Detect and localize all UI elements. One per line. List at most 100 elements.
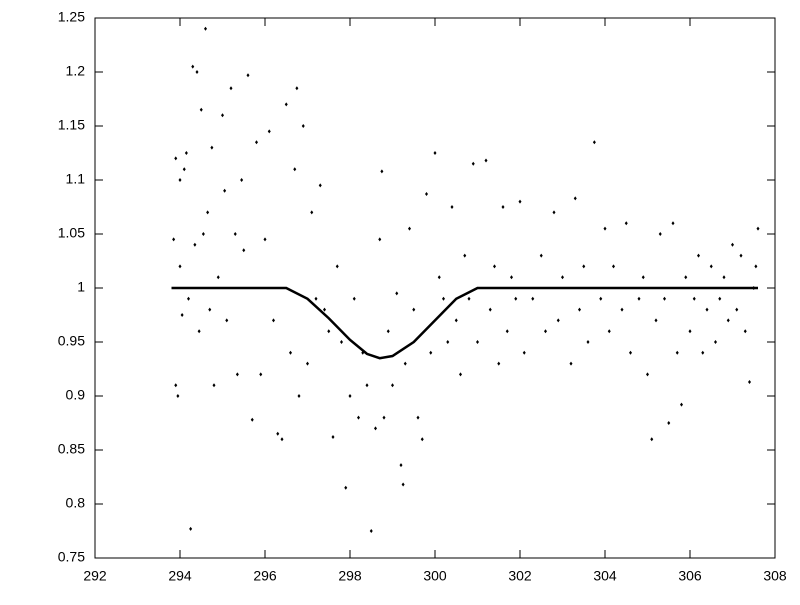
data-point — [603, 226, 607, 231]
data-point — [518, 199, 522, 204]
data-point — [429, 350, 433, 355]
y-tick-label: 1.15 — [58, 117, 85, 133]
data-point — [297, 394, 301, 398]
data-point — [501, 205, 505, 209]
data-point — [569, 361, 573, 366]
data-point — [216, 275, 220, 280]
data-point — [437, 275, 441, 280]
data-point — [189, 526, 193, 531]
data-point — [646, 372, 649, 377]
data-point — [365, 383, 369, 388]
data-point — [293, 167, 297, 172]
data-point — [221, 113, 224, 118]
data-point — [459, 372, 462, 377]
data-point — [412, 307, 416, 312]
data-point — [255, 140, 258, 145]
data-point — [382, 415, 386, 420]
data-point — [637, 296, 641, 301]
data-point — [187, 296, 190, 301]
x-tick-label: 302 — [508, 568, 532, 584]
data-point — [335, 264, 339, 269]
data-point — [318, 183, 322, 188]
data-point — [463, 253, 467, 258]
data-point — [561, 275, 564, 280]
data-point — [280, 437, 284, 442]
data-point — [204, 26, 207, 31]
data-point — [331, 435, 335, 440]
data-point — [403, 361, 407, 366]
data-point — [726, 318, 730, 323]
data-point — [369, 529, 373, 533]
data-point — [697, 253, 700, 258]
data-point — [671, 221, 675, 226]
data-point — [182, 167, 186, 172]
x-tick-label: 308 — [763, 568, 787, 584]
data-point — [174, 156, 178, 161]
data-point — [340, 340, 343, 344]
data-point — [709, 264, 713, 269]
data-point — [467, 296, 471, 301]
data-point — [416, 415, 420, 420]
data-point — [658, 232, 662, 236]
data-point — [357, 415, 360, 420]
data-point — [408, 226, 411, 231]
data-point — [240, 178, 244, 182]
data-point — [484, 158, 488, 163]
data-point — [201, 232, 205, 236]
data-point — [731, 242, 734, 247]
y-tick-label: 1.05 — [58, 225, 85, 241]
data-point — [433, 151, 437, 155]
x-tick-label: 298 — [338, 568, 362, 584]
data-point — [301, 124, 305, 128]
x-tick-label: 304 — [593, 568, 617, 584]
data-point — [531, 296, 535, 301]
data-point — [454, 318, 458, 323]
data-point — [267, 129, 271, 134]
data-point — [352, 296, 356, 301]
data-point — [229, 86, 233, 91]
data-point — [250, 417, 254, 422]
data-point — [401, 482, 405, 487]
data-point — [607, 329, 611, 334]
data-point — [233, 232, 237, 236]
data-point — [197, 329, 201, 334]
y-tick-label: 1.2 — [66, 63, 86, 79]
data-point — [178, 264, 182, 269]
data-point — [199, 107, 203, 112]
data-point — [380, 169, 384, 174]
data-point — [314, 296, 318, 301]
data-point — [667, 421, 671, 425]
data-point — [210, 145, 214, 150]
x-tick-label: 294 — [168, 568, 192, 584]
data-point — [471, 161, 475, 166]
data-point — [539, 253, 543, 258]
data-point — [701, 350, 705, 355]
data-point — [378, 237, 382, 242]
data-point — [663, 296, 666, 301]
data-point — [684, 275, 688, 280]
data-point — [327, 329, 331, 334]
data-point — [374, 426, 377, 431]
data-point — [172, 237, 176, 242]
data-point — [310, 210, 314, 215]
data-point — [442, 296, 445, 301]
data-point — [599, 296, 603, 301]
data-point — [488, 307, 492, 312]
data-point — [306, 361, 309, 366]
data-point — [522, 350, 526, 355]
data-point — [184, 151, 188, 155]
data-point — [225, 318, 229, 323]
data-point — [399, 463, 403, 468]
data-point — [289, 350, 292, 355]
data-point — [242, 248, 246, 253]
data-point — [739, 253, 743, 258]
data-point — [276, 431, 280, 436]
data-point — [620, 307, 624, 312]
data-point — [208, 307, 212, 312]
x-tick-label: 292 — [83, 568, 107, 584]
data-point — [743, 329, 747, 334]
x-tick-label: 306 — [678, 568, 702, 584]
data-point — [505, 329, 509, 334]
